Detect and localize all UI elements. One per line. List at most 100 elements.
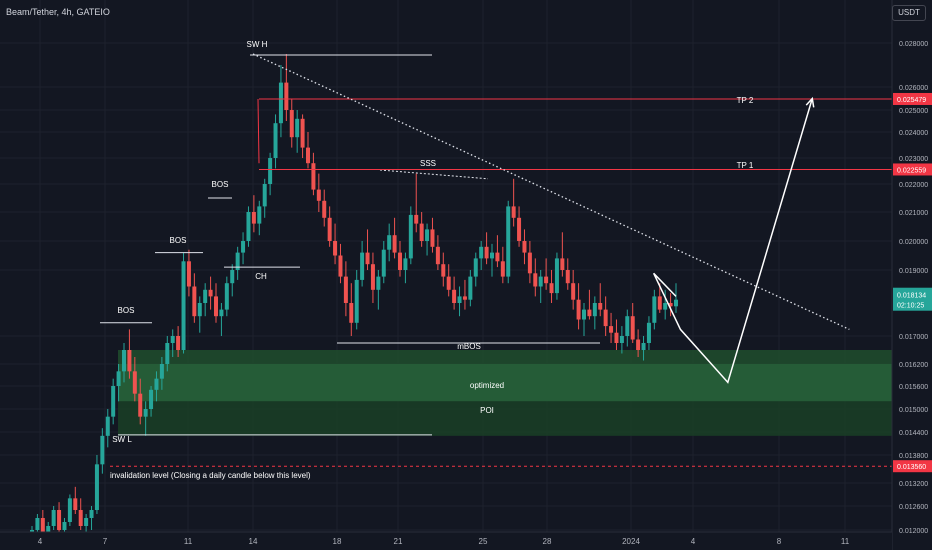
candles[interactable] (30, 54, 678, 546)
candle-body[interactable] (500, 261, 505, 277)
candle-body[interactable] (349, 303, 354, 323)
candle-body[interactable] (35, 518, 40, 530)
candle-body[interactable] (619, 336, 624, 343)
candle-body[interactable] (479, 246, 484, 259)
candle-body[interactable] (430, 229, 435, 247)
candle-body[interactable] (668, 303, 673, 307)
candle-body[interactable] (544, 276, 549, 284)
candle-body[interactable] (609, 326, 614, 333)
candle-body[interactable] (408, 214, 413, 259)
candle-body[interactable] (663, 303, 668, 310)
candle-body[interactable] (652, 296, 657, 323)
descending-trendline[interactable] (252, 53, 850, 330)
candle-body[interactable] (284, 82, 289, 110)
candle-body[interactable] (235, 252, 240, 270)
candle-body[interactable] (170, 336, 175, 343)
candle-body[interactable] (333, 241, 338, 256)
candle-body[interactable] (306, 147, 310, 164)
candle-body[interactable] (214, 296, 218, 317)
candle-body[interactable] (473, 258, 478, 277)
candle-body[interactable] (354, 279, 359, 323)
candle-body[interactable] (484, 246, 489, 259)
candle-body[interactable] (560, 258, 565, 270)
candle-body[interactable] (84, 518, 89, 526)
candle-body[interactable] (674, 299, 678, 307)
candle-body[interactable] (78, 510, 83, 526)
candle-body[interactable] (592, 303, 597, 317)
candle-body[interactable] (197, 303, 202, 317)
candle-body[interactable] (300, 118, 305, 148)
candle-body[interactable] (203, 289, 208, 303)
candle-body[interactable] (625, 316, 630, 336)
candle-body[interactable] (192, 286, 197, 317)
candle-body[interactable] (122, 350, 126, 372)
candle-body[interactable] (462, 296, 467, 300)
candle-body[interactable] (127, 350, 132, 372)
candle-body[interactable] (132, 371, 137, 394)
candle-body[interactable] (116, 371, 121, 386)
currency-button[interactable]: USDT (892, 0, 932, 23)
candle-body[interactable] (490, 252, 494, 259)
candle-body[interactable] (51, 510, 56, 526)
candle-body[interactable] (414, 214, 419, 224)
candle-body[interactable] (257, 206, 262, 224)
candle-body[interactable] (468, 276, 473, 300)
projection-path[interactable] (652, 98, 813, 384)
candle-body[interactable] (154, 378, 159, 390)
candle-body[interactable] (398, 252, 402, 270)
candle-body[interactable] (289, 110, 294, 138)
candle-body[interactable] (57, 510, 62, 530)
candle-body[interactable] (89, 510, 94, 518)
candle-body[interactable] (262, 184, 267, 207)
candle-body[interactable] (322, 200, 327, 218)
candle-body[interactable] (636, 339, 641, 351)
candle-body[interactable] (230, 270, 235, 284)
candle-body[interactable] (419, 223, 424, 241)
candle-body[interactable] (554, 258, 559, 294)
candle-body[interactable] (452, 289, 457, 303)
candle-body[interactable] (343, 276, 348, 303)
candle-body[interactable] (143, 409, 148, 417)
candle-body[interactable] (219, 309, 224, 317)
candle-body[interactable] (251, 212, 256, 224)
candle-body[interactable] (111, 386, 116, 417)
candle-body[interactable] (105, 416, 110, 436)
candle-body[interactable] (278, 82, 283, 124)
candle-body[interactable] (603, 309, 608, 327)
candle-body[interactable] (511, 206, 516, 218)
candle-body[interactable] (224, 283, 229, 310)
candle-body[interactable] (62, 522, 67, 530)
candle-body[interactable] (295, 118, 300, 138)
candle-body[interactable] (311, 163, 316, 190)
candle-body[interactable] (273, 123, 278, 158)
candle-body[interactable] (549, 283, 554, 294)
candle-body[interactable] (582, 309, 586, 320)
candle-body[interactable] (522, 241, 527, 253)
candle-body[interactable] (630, 316, 635, 340)
candle-body[interactable] (571, 283, 576, 300)
candle-body[interactable] (316, 189, 321, 201)
candle-body[interactable] (241, 241, 246, 253)
candle-body[interactable] (327, 217, 332, 241)
candle-body[interactable] (138, 393, 143, 417)
candle-body[interactable] (587, 309, 592, 317)
candle-body[interactable] (533, 273, 538, 287)
candle-body[interactable] (565, 270, 570, 284)
candle-body[interactable] (176, 336, 181, 350)
candle-body[interactable] (527, 252, 532, 274)
candle-body[interactable] (425, 229, 430, 241)
candle-body[interactable] (94, 464, 99, 510)
candle-body[interactable] (641, 343, 646, 350)
candle-body[interactable] (208, 289, 213, 297)
candle-body[interactable] (376, 276, 381, 290)
candle-body[interactable] (100, 435, 105, 465)
time-axis[interactable]: 4 7 11 14 18 21 25 28 2024 4 8 11 (0, 531, 892, 550)
candle-body[interactable] (67, 498, 72, 522)
candle-body[interactable] (435, 246, 440, 265)
candle-body[interactable] (149, 389, 154, 409)
candle-body[interactable] (538, 276, 543, 287)
candle-body[interactable] (392, 235, 397, 253)
candle-body[interactable] (495, 252, 500, 262)
candle-body[interactable] (159, 364, 164, 379)
